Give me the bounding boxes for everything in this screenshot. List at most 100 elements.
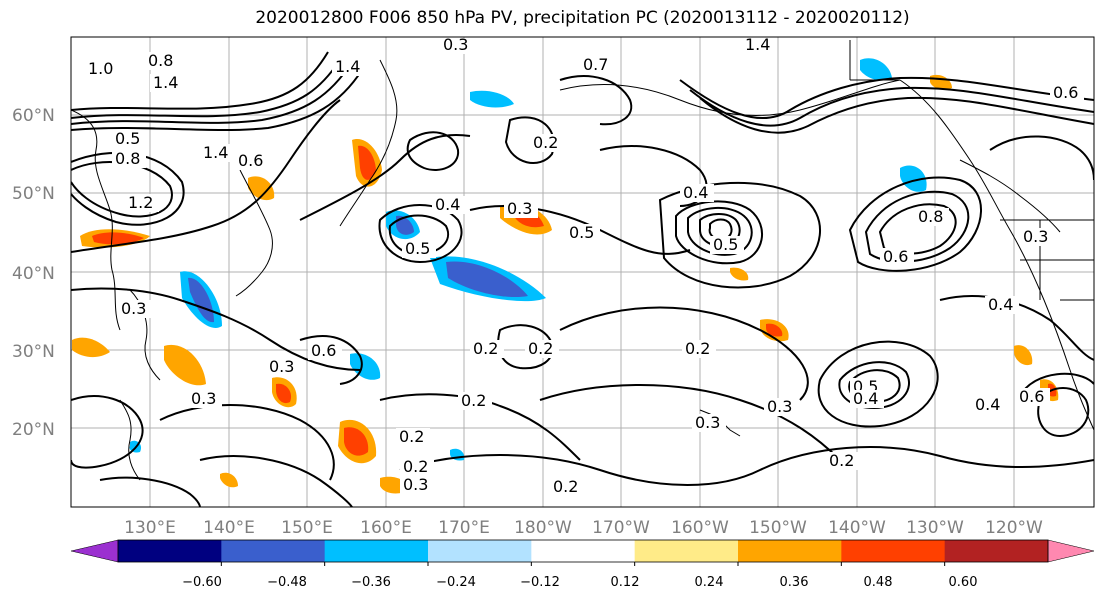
contour-label-bg (235, 152, 269, 170)
contour-label: 0.4 (683, 183, 708, 202)
map-frame (70, 36, 1095, 508)
contour-label-bg (1020, 228, 1054, 246)
contour-label: 0.7 (583, 55, 608, 74)
contour-label-bg (580, 56, 614, 74)
lon-label: 180°W (514, 518, 572, 538)
contour-label-bg (400, 458, 434, 476)
contour-label: 0.5 (713, 235, 738, 254)
colorbar (70, 539, 1095, 566)
contour-label-bg (1050, 84, 1084, 102)
contour-label: 0.5 (405, 239, 430, 258)
contour-label: 0.5 (569, 223, 594, 242)
contour-label-bg (458, 392, 492, 410)
contour-label-bg (470, 340, 504, 358)
contour-label-bg (525, 340, 559, 358)
contour-label-bg (566, 224, 600, 242)
contour-label-bg (710, 236, 744, 254)
contour-label: 0.3 (443, 35, 468, 54)
lon-label: 150°E (281, 518, 333, 538)
contour-label-bg (332, 58, 366, 76)
lon-label: 170°W (592, 518, 650, 538)
contour-label-bg (880, 248, 914, 266)
contour-label-bg (764, 398, 798, 416)
colorbar-tick-label: 0.48 (864, 575, 893, 590)
colorbar-tick-label: 0.24 (695, 575, 724, 590)
contour-label: 0.2 (528, 339, 553, 358)
contour-label-bg (550, 478, 584, 496)
contour-label-bg (432, 196, 466, 214)
colorbar-tick-label: 0.36 (780, 575, 809, 590)
contour-label: 0.3 (695, 413, 720, 432)
contour-label-bg (504, 200, 538, 218)
contour-label: 0.3 (269, 357, 294, 376)
contour-label-bg (972, 396, 1006, 414)
colorbar-segment (531, 540, 636, 562)
colorbar-tick-label: 0.60 (949, 575, 978, 590)
lon-label: 130°W (906, 518, 964, 538)
lat-label: 20°N (12, 420, 55, 440)
contour-label-bg (692, 414, 726, 432)
contour-label: 0.6 (238, 151, 263, 170)
contour-label: 0.6 (311, 341, 336, 360)
colorbar-tick-label: −0.24 (436, 575, 476, 590)
longitude-axis: 130°E 140°E 150°E 160°E 170°E 180°W 170°… (124, 518, 1043, 538)
pv-contours (71, 51, 1094, 507)
contour-label-bg (200, 144, 234, 162)
contour-label: 1.4 (153, 73, 178, 92)
contour-label-bg (112, 130, 146, 148)
contour-label-bg (742, 36, 776, 54)
colorbar-tick-label: −0.48 (267, 575, 307, 590)
latitude-axis: 60°N 50°N 40°N 30°N 20°N (12, 106, 55, 440)
contour-label-bg (85, 60, 119, 78)
contour-label: 0.4 (975, 395, 1000, 414)
contour-label: 0.3 (507, 199, 532, 218)
contour-label-bg (402, 240, 436, 258)
colorbar-segment (634, 540, 739, 562)
lon-label: 170°E (438, 518, 490, 538)
contour-label: 0.6 (1053, 83, 1078, 102)
contour-label-bg (125, 194, 159, 212)
contour-label: 0.5 (115, 129, 140, 148)
lon-label: 150°W (749, 518, 807, 538)
lat-label: 30°N (12, 342, 55, 362)
contour-label-bg (915, 208, 949, 226)
lon-label: 140°E (203, 518, 255, 538)
contour-label-bg (440, 38, 474, 54)
contour-label: 0.2 (403, 457, 428, 476)
contour-label: 0.8 (918, 207, 943, 226)
colorbar-segment (221, 540, 326, 562)
contour-label: 0.2 (829, 451, 854, 470)
contour-label: 0.3 (191, 389, 216, 408)
lat-label: 50°N (12, 184, 55, 204)
contour-label: 0.4 (988, 295, 1013, 314)
colorbar-extend-low (70, 539, 119, 563)
contour-label-bg (308, 342, 342, 360)
contour-label-bg (680, 184, 714, 202)
contour-label: 0.3 (1023, 227, 1048, 246)
lat-label: 60°N (12, 106, 55, 126)
colorbar-tick-label: −0.12 (520, 575, 560, 590)
colorbar-tick-label: −0.60 (182, 575, 222, 590)
contour-label: 0.2 (553, 477, 578, 496)
contour-label: 1.4 (335, 57, 360, 76)
contour-label: 0.3 (121, 299, 146, 318)
contour-label: 0.4 (435, 195, 460, 214)
contour-label-bg (400, 476, 434, 494)
colorbar-outline (117, 539, 1049, 563)
map-title: 2020012800 F006 850 hPa PV, precipitatio… (255, 8, 910, 28)
contour-label-bg (1016, 388, 1050, 406)
lon-label: 130°E (124, 518, 176, 538)
contour-label-bg (118, 300, 152, 318)
colorbar-segment (324, 540, 429, 562)
contour-label: 0.8 (148, 51, 173, 70)
contour-label: 0.3 (767, 397, 792, 416)
lat-label: 40°N (12, 264, 55, 284)
contour-label: 0.2 (685, 339, 710, 358)
contour-label-bg (145, 52, 179, 70)
colorbar-segment (118, 540, 222, 562)
colorbar-segment (428, 540, 532, 562)
lon-label: 160°E (360, 518, 412, 538)
contour-label-bg (112, 150, 146, 168)
contour-label-bg (396, 428, 430, 446)
